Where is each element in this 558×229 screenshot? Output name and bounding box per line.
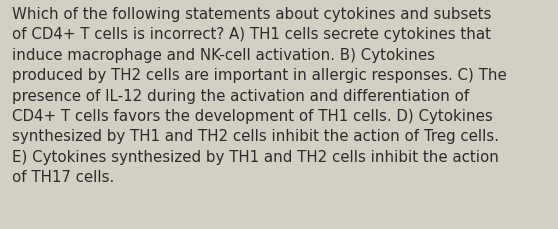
Text: Which of the following statements about cytokines and subsets
of CD4+ T cells is: Which of the following statements about …	[12, 7, 507, 184]
